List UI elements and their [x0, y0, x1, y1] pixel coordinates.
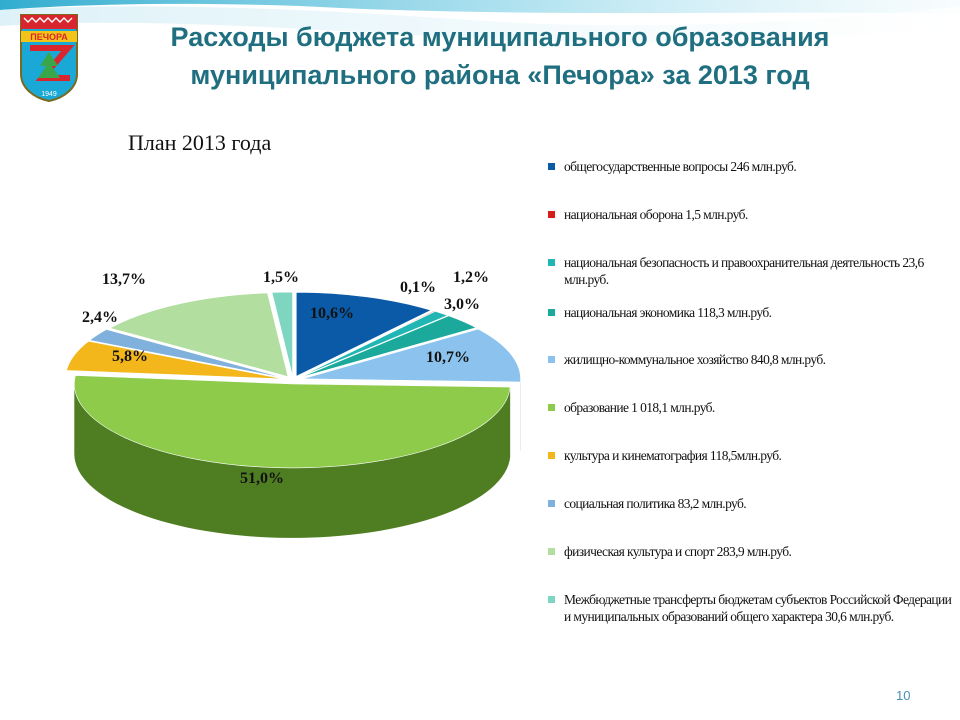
legend-label: национальная безопасность и правоохранит…	[564, 255, 924, 287]
legend-swatch	[548, 356, 555, 363]
pie-slice-side-6	[74, 383, 511, 538]
pie-slice-9	[109, 292, 289, 378]
pie-chart-top	[66, 291, 521, 469]
pie-data-label-9: 13,7%	[102, 271, 146, 288]
pie-slice-7	[66, 340, 284, 380]
legend-label: образование 1 018,1 млн.руб.	[564, 400, 715, 415]
legend-swatch	[548, 163, 555, 170]
pie-data-label-4: 3,0%	[444, 296, 480, 313]
legend-swatch	[548, 596, 555, 603]
pie-data-label-2: 0,1%	[400, 279, 436, 296]
legend-label: социальная политика 83,2 млн.руб.	[564, 496, 747, 511]
slide-title: Расходы бюджета муниципального образован…	[170, 22, 830, 90]
pie-data-label-1: 10,6%	[310, 305, 354, 322]
pie-slice-8	[88, 329, 285, 379]
header-wave-light	[0, 6, 960, 42]
pie-slice-3	[299, 311, 449, 378]
pie-data-label-7: 5,8%	[112, 348, 148, 365]
page-number: 10	[896, 688, 911, 703]
pie-data-label-3: 1,2%	[453, 269, 489, 286]
pie-chart-sides	[74, 378, 521, 538]
legend-label: физическая культура и спорт 283,9 млн.ру…	[564, 544, 792, 559]
legend-swatch	[548, 404, 555, 411]
legend-label: общегосударственные вопросы 246 млн.руб.	[564, 159, 797, 174]
logo-banner-text: ПЕЧОРА	[30, 32, 68, 42]
legend-swatch	[548, 259, 555, 266]
pie-slice-10	[271, 291, 293, 377]
pie-data-label-10: 1,5%	[263, 269, 299, 286]
legend-swatch	[548, 500, 555, 507]
pie-data-label-5: 10,7%	[426, 349, 470, 366]
pie-slice-6	[74, 375, 511, 469]
legend-swatch	[548, 452, 555, 459]
legend-label: национальная экономика 118,3 млн.руб.	[564, 305, 772, 320]
chart-title: План 2013 года	[128, 130, 272, 155]
header-wave-dark	[0, 0, 960, 14]
logo-year-text: 1949	[41, 91, 57, 98]
legend-label: национальная оборона 1,5 млн.руб.	[564, 207, 748, 222]
pechora-coat-of-arms-logo: ПЕЧОРА 1949	[20, 14, 78, 102]
legend-swatch	[548, 211, 555, 218]
legend-label: жилищно-коммунальное хозяйство 840,8 млн…	[564, 352, 826, 367]
pie-data-label-8: 2,4%	[82, 309, 118, 326]
legend-swatch	[548, 309, 555, 316]
pie-slice-1	[295, 292, 432, 377]
pie-slice-5	[302, 328, 521, 383]
legend-label: культура и кинематография 118,5млн.руб.	[564, 448, 782, 463]
pie-chart-data-labels: 10,6% 0,1% 1,2% 3,0% 10,7% 51,0% 5,8% 2,4% 13,7%…	[82, 269, 489, 487]
pie-slice-4	[300, 315, 477, 378]
pie-data-label-6: 51,0%	[240, 470, 284, 487]
legend-label: Межбюджетные трансферты бюджетам субъект…	[564, 592, 952, 624]
legend-swatch	[548, 548, 555, 555]
